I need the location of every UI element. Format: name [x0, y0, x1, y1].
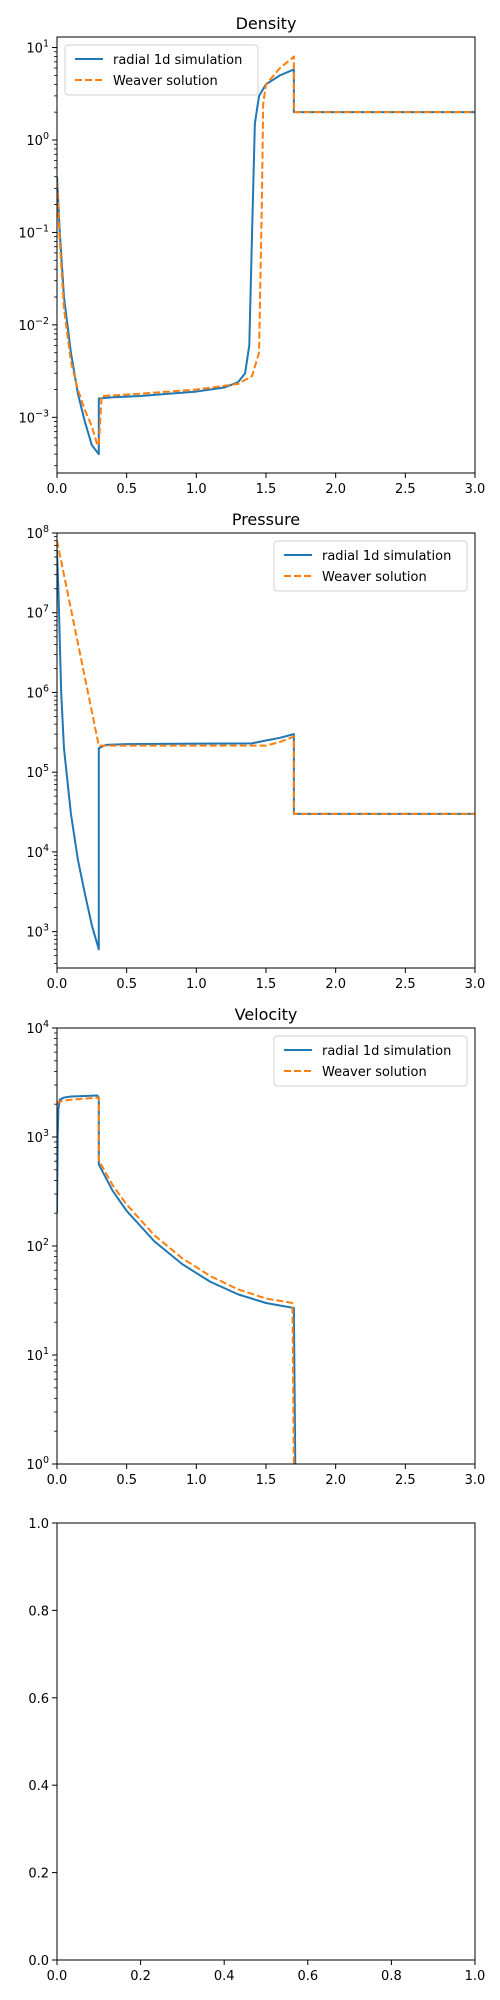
x-tick-label: 0.4: [214, 1969, 235, 1984]
y-tick-label: 0.2: [28, 1867, 49, 1882]
x-tick-label: 2.0: [325, 482, 346, 497]
legend: radial 1d simulation Weaver solution: [64, 44, 259, 96]
axes-frame: [56, 1522, 476, 1961]
legend-label: Weaver solution: [322, 570, 427, 585]
y-tick-label: 105: [26, 763, 49, 781]
y-tick-label: 102: [26, 1237, 49, 1255]
chart-panel-1: Density 0.0 0.5 1.0 1.5 2.0 2.5 3.0 10−3 10−2 10−1…: [18, 14, 485, 497]
series-line-simulation: [57, 550, 475, 951]
y-tick-label: 103: [26, 923, 49, 941]
y-tick-label: 10−2: [18, 316, 49, 334]
y-tick-label: 100: [26, 1455, 49, 1473]
x-tick-label: 1.0: [186, 977, 207, 992]
y-tick-label: 1.0: [28, 1517, 49, 1532]
x-tick-label: 3.0: [465, 1473, 486, 1488]
axes-frame: [56, 36, 476, 474]
x-tick-label: 0.5: [116, 1473, 137, 1488]
y-tick-label: 101: [26, 39, 49, 57]
y-tick-label: 101: [26, 1346, 49, 1364]
series-line-weaver: [57, 55, 475, 447]
axes-frame: [56, 532, 476, 969]
x-tick-label: 1.0: [465, 1969, 486, 1984]
chart-panel-2: Pressure 0.0 0.5 1.0 1.5 2.0 2.5 3.0 103 104 105 10…: [26, 510, 485, 992]
x-tick-label: 2.5: [395, 977, 416, 992]
y-tick-label: 0.0: [28, 1954, 49, 1969]
x-tick-label: 0.6: [297, 1969, 318, 1984]
x-tick-label: 0.8: [381, 1969, 402, 1984]
series-line-simulation: [57, 1094, 297, 1464]
legend: radial 1d simulation Weaver solution: [273, 540, 468, 592]
series-line-weaver: [57, 540, 475, 815]
legend-label: radial 1d simulation: [322, 1044, 451, 1059]
y-tick-label: 108: [26, 524, 49, 542]
legend-label: Weaver solution: [322, 1065, 427, 1080]
legend-label: radial 1d simulation: [322, 549, 451, 564]
y-tick-label: 103: [26, 1128, 49, 1146]
x-tick-label: 2.5: [395, 1473, 416, 1488]
x-tick-label: 2.0: [325, 1473, 346, 1488]
x-tick-label: 3.0: [465, 482, 486, 497]
x-tick-label: 0.5: [116, 482, 137, 497]
legend-label: Weaver solution: [113, 74, 218, 89]
x-tick-label: 2.5: [395, 482, 416, 497]
chart-panel-4: 0.0 0.2 0.4 0.6 0.8 1.0 0.0 0.2 0.4 0.6 0.8 1.0: [28, 1517, 485, 1984]
x-tick-label: 0.0: [47, 977, 68, 992]
x-tick-label: 1.5: [256, 977, 277, 992]
legend-box: [64, 44, 259, 96]
legend-label: radial 1d simulation: [113, 53, 242, 68]
series-line-simulation: [57, 68, 475, 456]
chart-title: Density: [236, 14, 297, 33]
axes-frame: [56, 1027, 476, 1465]
legend-box: [273, 540, 468, 592]
chart-panel-3: Velocity 0.0 0.5 1.0 1.5 2.0 2.5 3.0 100 101 102 10…: [26, 1005, 485, 1488]
y-tick-label: 10−3: [18, 408, 49, 426]
x-tick-label: 3.0: [465, 977, 486, 992]
chart-title: Velocity: [235, 1005, 298, 1024]
y-tick-label: 10−1: [18, 223, 49, 241]
x-tick-label: 0.0: [47, 1969, 68, 1984]
series-line-weaver: [57, 1096, 295, 1464]
x-tick-label: 1.5: [256, 1473, 277, 1488]
x-tick-label: 2.0: [325, 977, 346, 992]
legend-box: [273, 1035, 468, 1087]
legend: radial 1d simulation Weaver solution: [273, 1035, 468, 1087]
x-tick-label: 1.0: [186, 482, 207, 497]
y-tick-label: 100: [26, 131, 49, 149]
x-tick-label: 0.5: [116, 977, 137, 992]
y-tick-label: 0.8: [28, 1604, 49, 1619]
y-tick-label: 0.4: [28, 1779, 49, 1794]
y-tick-label: 0.6: [28, 1692, 49, 1707]
y-tick-label: 107: [26, 604, 49, 622]
y-tick-label: 104: [26, 1019, 49, 1037]
y-tick-label: 106: [26, 683, 49, 701]
x-tick-label: 0.0: [47, 482, 68, 497]
x-tick-label: 0.2: [130, 1969, 151, 1984]
x-tick-label: 1.0: [186, 1473, 207, 1488]
x-tick-label: 0.0: [47, 1473, 68, 1488]
x-tick-label: 1.5: [256, 482, 277, 497]
chart-title: Pressure: [232, 510, 300, 529]
y-tick-label: 104: [26, 843, 49, 861]
